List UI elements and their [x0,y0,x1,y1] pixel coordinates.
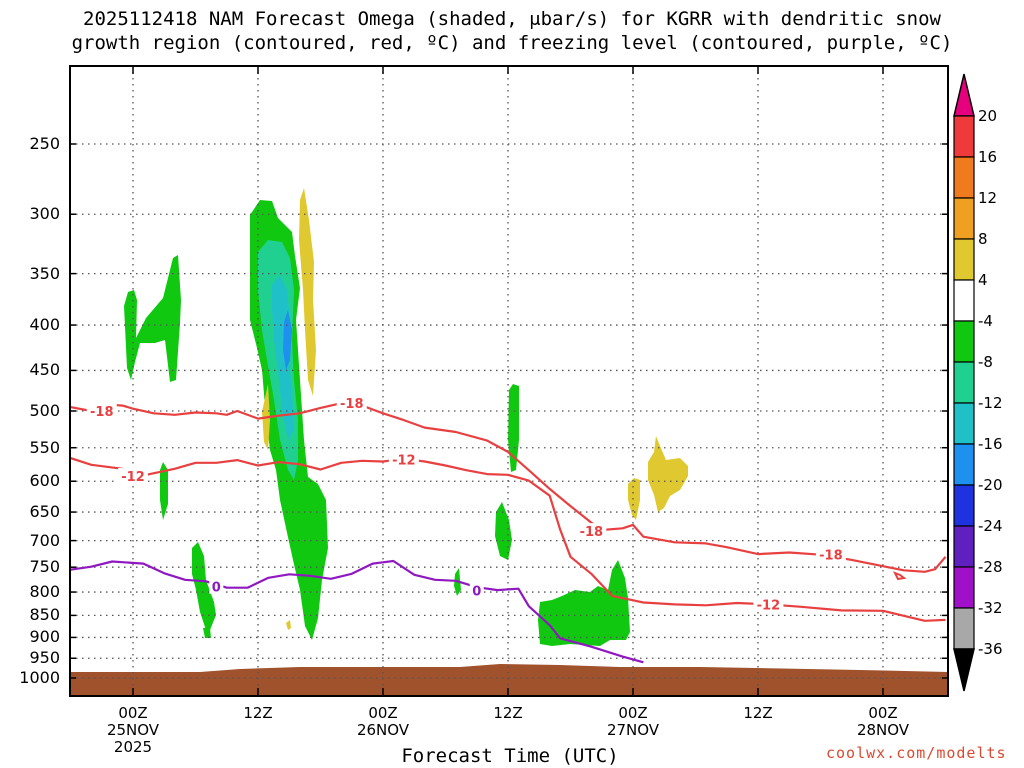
omega-area-yellow [648,436,688,512]
y-tick-label: 900 [29,627,60,647]
y-tick-label: 650 [29,502,60,522]
contour-label: -18 [340,397,364,412]
colorbar-label: -36 [978,640,1003,658]
chart-title-line1: 2025112418 NAM Forecast Omega (shaded, μ… [83,8,941,30]
y-tick-label: 800 [29,582,60,602]
x-tick-label: 12Z [493,704,523,722]
contour-label-bg [336,395,367,411]
colorbar-label: -8 [978,353,993,371]
contour-label: 0 [212,581,221,596]
contour-label: 0 [472,585,481,600]
colorbar-label: -12 [978,394,1003,412]
contour-label-bg [469,582,484,598]
colorbar-label: -20 [978,476,1003,494]
colorbar-label: 12 [978,189,998,207]
omega-area-yellow [628,478,640,520]
omega-area-green [160,462,168,520]
contour-label: -12 [392,453,416,468]
colorbar-bin [953,156,975,199]
contour-label-bg [576,523,607,539]
colorbar-label: -32 [978,599,1003,617]
omega-shading [124,188,907,646]
contour-label: -12 [757,598,781,613]
colorbar-label: -16 [978,435,1003,453]
y-tick-label: 1000 [19,668,60,687]
colorbar-bin [953,197,975,240]
colorbar-label: 8 [978,230,988,248]
contour-label: -18 [580,525,604,540]
omega-area-green [203,628,211,638]
x-tick-label: 00Z 25NOV 2025 [106,704,160,756]
plot-frame [69,65,949,697]
colorbar-bin [953,402,975,445]
chart-title-line2: growth region (contoured, red, ºC) and f… [71,32,953,54]
y-tick-label: 250 [29,134,60,153]
colorbar-bin [953,443,975,486]
colorbar-label: 20 [978,107,998,125]
contour-label: -18 [90,405,114,420]
colorbar-bin [953,279,975,322]
grid [70,66,948,696]
colorbar-bin [953,566,975,609]
omega-area-yellow [299,188,316,396]
y-tick-label: 450 [29,360,60,380]
terrain [70,664,948,696]
colorbar-bin [953,361,975,404]
colorbar-bin [953,607,975,650]
colorbar-label: 16 [978,148,998,166]
contour-label: -18 [819,549,843,564]
omega-area-red [892,571,907,581]
colorbar [953,73,975,692]
y-tick-label: 850 [29,605,60,625]
omega-area-green [192,542,216,630]
y-tick-label: 950 [29,648,60,668]
omega-area-green [124,255,181,382]
contour-label-bg [86,403,117,418]
omega-area-yellow [286,620,291,630]
contour-label-bg [753,596,784,612]
contour-label-bg [388,451,419,467]
x-tick-label: 00Z 27NOV [606,704,660,739]
omega-area-green [508,384,519,472]
contour-label-bg [118,468,148,484]
contours: -18 -18 -18 -18 -12 -12 -12 0 0 [70,395,947,664]
y-tick-label: 350 [29,263,60,283]
colorbar-cap-bottom [953,648,975,692]
y-tick-label: 600 [29,471,60,491]
colorbar-label: -28 [978,558,1003,576]
watermark: coolwx.com/modelts [826,744,1007,762]
contour-label-bg [209,578,224,594]
colorbar-bin [953,484,975,527]
x-axis-title: Forecast Time (UTC) [401,745,619,767]
colorbar-bin [953,115,975,158]
colorbar-label: 4 [978,271,988,289]
colorbar-bin [953,525,975,568]
y-tick-label: 300 [29,204,60,224]
y-tick-label: 500 [29,401,60,420]
x-tick-label: 00Z 28NOV [856,704,910,739]
colorbar-cap-top [953,73,975,117]
y-tick-label: 550 [29,437,60,457]
omega-area-green [538,560,630,646]
colorbar-bin [953,238,975,281]
contour-label-bg [815,546,846,562]
x-tick-label: 12Z [743,704,773,722]
colorbar-label: -4 [978,312,993,330]
x-tick-label: 12Z [243,704,273,722]
y-tick-label: 400 [29,315,60,335]
contour-line [70,402,947,573]
omega-area-blue [283,310,292,370]
colorbar-label: -24 [978,517,1003,535]
omega-area-green [495,502,512,560]
y-tick-label: 700 [29,530,60,550]
contour-line [70,457,946,622]
x-tick-label: 00Z 26NOV [356,704,410,739]
y-tick-label: 750 [29,557,60,577]
contour-label: -12 [121,470,145,485]
colorbar-bin [953,320,975,363]
contour-line [70,559,644,664]
